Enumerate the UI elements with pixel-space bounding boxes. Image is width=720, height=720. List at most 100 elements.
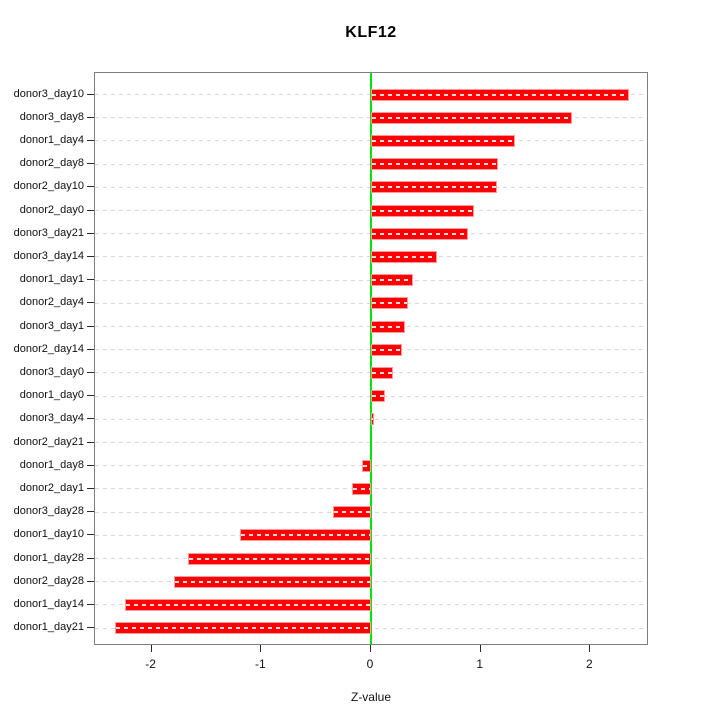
y-axis-label: donor1_day14 bbox=[13, 597, 84, 610]
y-axis-label: donor2_day10 bbox=[13, 180, 84, 193]
y-axis-tick bbox=[87, 580, 94, 582]
y-axis-label: donor3_day8 bbox=[19, 110, 84, 123]
bar-gridline-overlay bbox=[372, 348, 401, 351]
y-axis-tick bbox=[87, 418, 94, 420]
y-axis-label: donor1_day1 bbox=[19, 273, 84, 286]
bar bbox=[371, 320, 405, 333]
y-axis-label: donor2_day21 bbox=[13, 435, 84, 448]
bar-gridline-overlay bbox=[372, 279, 412, 282]
bar-gridline-overlay bbox=[372, 395, 385, 398]
bar-gridline-overlay bbox=[372, 93, 628, 96]
y-axis-label: donor2_day8 bbox=[19, 157, 84, 170]
plot-box bbox=[94, 72, 648, 645]
y-axis-label: donor2_day4 bbox=[19, 296, 84, 309]
bar-gridline-overlay bbox=[372, 209, 474, 212]
zero-reference-line bbox=[370, 73, 372, 644]
chart-title: KLF12 bbox=[345, 24, 397, 41]
bar bbox=[371, 297, 409, 310]
bar bbox=[371, 250, 437, 263]
y-axis-tick bbox=[87, 232, 94, 234]
bar-gridline-overlay bbox=[353, 487, 370, 490]
y-axis-label: donor3_day1 bbox=[19, 319, 84, 332]
bar bbox=[332, 506, 371, 519]
y-axis-tick bbox=[87, 279, 94, 281]
y-axis-tick bbox=[87, 371, 94, 373]
bar bbox=[371, 158, 499, 171]
y-axis-tick bbox=[87, 557, 94, 559]
bar-gridline-overlay bbox=[372, 255, 436, 258]
bar-gridline-overlay bbox=[188, 557, 370, 560]
y-axis-label: donor2_day14 bbox=[13, 342, 84, 355]
bar-gridline-overlay bbox=[372, 232, 467, 235]
bar bbox=[371, 181, 498, 194]
y-axis-label: donor1_day8 bbox=[19, 458, 84, 471]
x-axis-tick-label: 0 bbox=[366, 657, 374, 671]
y-axis-label: donor3_day0 bbox=[19, 365, 84, 378]
bar-gridline-overlay bbox=[372, 163, 498, 166]
bar bbox=[371, 343, 402, 356]
bar-gridline-overlay bbox=[241, 534, 370, 537]
y-axis-label: donor3_day21 bbox=[13, 226, 84, 239]
bar bbox=[371, 413, 375, 426]
bar-gridline-overlay bbox=[372, 186, 497, 189]
bar-gridline-overlay bbox=[372, 302, 408, 305]
x-axis-tick bbox=[479, 645, 481, 652]
y-axis-label: donor3_day14 bbox=[13, 249, 84, 262]
y-axis-label: donor3_day28 bbox=[13, 505, 84, 518]
bar bbox=[125, 598, 371, 611]
y-axis-tick bbox=[87, 511, 94, 513]
bar-gridline-overlay bbox=[372, 139, 514, 142]
y-axis-tick bbox=[87, 116, 94, 118]
bar bbox=[362, 459, 371, 472]
bar bbox=[371, 134, 515, 147]
y-axis-tick bbox=[87, 93, 94, 95]
y-axis-label: donor2_day28 bbox=[13, 574, 84, 587]
y-axis-tick bbox=[87, 441, 94, 443]
bar-gridline-overlay bbox=[363, 464, 370, 467]
y-axis-tick bbox=[87, 534, 94, 536]
x-axis-tick-label: -2 bbox=[145, 657, 156, 671]
x-axis-tick bbox=[150, 645, 152, 652]
x-axis-tick bbox=[260, 645, 262, 652]
y-axis-tick bbox=[87, 209, 94, 211]
bar-gridline-overlay bbox=[116, 627, 370, 630]
y-axis-tick bbox=[87, 139, 94, 141]
y-axis-label: donor3_day4 bbox=[19, 412, 84, 425]
x-axis-tick-label: -1 bbox=[254, 657, 266, 671]
x-axis-tick-label: 1 bbox=[476, 657, 484, 671]
y-axis-label: donor1_day10 bbox=[13, 528, 84, 541]
x-axis-tick bbox=[370, 645, 371, 652]
bar-gridline-overlay bbox=[174, 580, 370, 583]
y-axis-label: donor2_day1 bbox=[19, 481, 84, 494]
y-axis-label: donor1_day28 bbox=[13, 551, 84, 564]
bar bbox=[371, 111, 572, 124]
bar bbox=[352, 482, 371, 495]
y-axis-tick bbox=[87, 186, 94, 188]
plot-area bbox=[95, 73, 647, 644]
y-axis-tick bbox=[87, 302, 94, 304]
bar bbox=[371, 88, 629, 101]
bar bbox=[371, 390, 386, 403]
bar-gridline-overlay bbox=[333, 511, 370, 514]
bar bbox=[173, 575, 371, 588]
bar-gridline-overlay bbox=[126, 603, 370, 606]
bar bbox=[371, 366, 393, 379]
bar bbox=[187, 552, 371, 565]
bar-gridline-overlay bbox=[372, 371, 392, 374]
y-axis-label: donor1_day0 bbox=[19, 389, 84, 402]
bar bbox=[371, 227, 468, 240]
x-axis-title: Z-value bbox=[350, 690, 391, 704]
y-axis-tick bbox=[87, 348, 94, 350]
y-axis-tick bbox=[87, 603, 94, 605]
x-axis-tick bbox=[589, 645, 591, 652]
bar-gridline-overlay bbox=[372, 116, 571, 119]
x-axis-tick-label: 2 bbox=[586, 657, 593, 671]
y-axis-tick bbox=[87, 395, 94, 397]
y-axis-tick bbox=[87, 163, 94, 165]
bar bbox=[115, 622, 371, 635]
y-axis-tick bbox=[87, 325, 94, 327]
y-axis-label: donor1_day21 bbox=[13, 621, 84, 634]
bar bbox=[371, 204, 475, 217]
bar-gridline-overlay bbox=[372, 325, 404, 328]
